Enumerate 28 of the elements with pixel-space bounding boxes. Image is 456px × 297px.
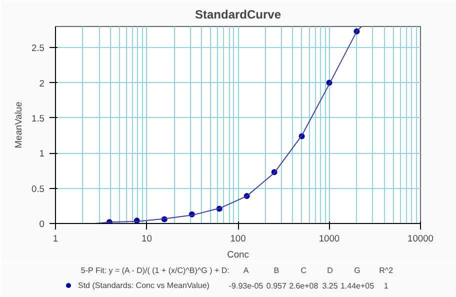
text: A (243, 266, 250, 275)
text: B (274, 266, 280, 275)
text: C (300, 266, 307, 275)
y-tick-label: 0 (39, 219, 45, 229)
text: R^2 (379, 266, 394, 275)
x-tick-label: 1 (52, 234, 58, 244)
text: G (354, 266, 360, 275)
chart-title: StandardCurve (194, 8, 282, 22)
legend-label: Std (Standards: Conc vs MeanValue) (78, 280, 210, 290)
text: 2.6e+08 (289, 282, 319, 290)
text: 5-P Fit: y = (A - D)/( (1 + (x/C)^B)^G ) + D: (80, 266, 230, 275)
text: 3.25 (322, 282, 338, 290)
y-tick-label: 1 (39, 148, 45, 159)
x-tick-label: 100 (230, 234, 246, 244)
x-tick-label: 10000 (408, 234, 434, 244)
x-axis-title: Conc (227, 250, 250, 260)
text: 0.957 (266, 282, 287, 290)
y-tick-label: 2 (39, 78, 45, 88)
text: 1.44e+05 (340, 282, 375, 290)
y-tick-label: 0.5 (32, 184, 44, 194)
text: 1 (384, 282, 389, 290)
y-axis-title: MeanValue (14, 102, 24, 148)
x-tick-label: 10 (142, 234, 152, 244)
x-tick-label: 1000 (318, 234, 340, 244)
y-tick-label: 2.5 (32, 43, 44, 54)
text: D (327, 266, 334, 275)
text: -9.93e-05 (228, 282, 264, 290)
y-tick-label: 1.5 (32, 113, 44, 124)
